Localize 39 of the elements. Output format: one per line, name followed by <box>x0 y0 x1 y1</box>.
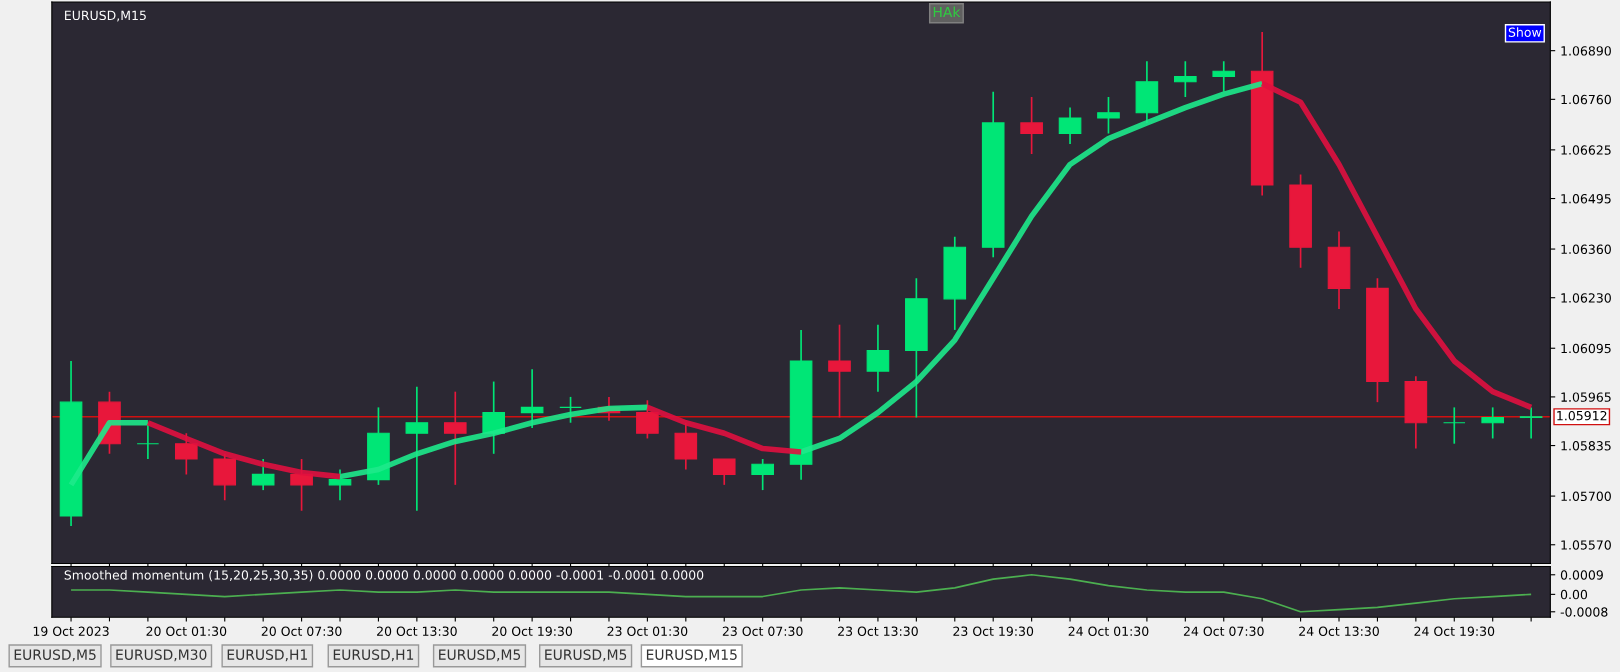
x-tick-label: 23 Oct 13:30 <box>838 626 918 636</box>
text: EURUSD,M5 <box>545 649 627 662</box>
y-tick-label: 1.06625 <box>1561 145 1611 155</box>
y-tick-label: 1.06760 <box>1561 94 1611 105</box>
y-tick-label: 1.06890 <box>1561 46 1611 56</box>
x-tick-label: 23 Oct 19:30 <box>953 626 1034 636</box>
x-tick-label: 20 Oct 07:30 <box>261 626 342 636</box>
text: EURUSD,H1 <box>333 649 414 662</box>
x-tick-label: 23 Oct 01:30 <box>607 626 688 636</box>
y-tick-label: 1.06230 <box>1561 293 1611 303</box>
y-tick-label: 1.05835 <box>1561 441 1611 451</box>
y-tick-label: -0.0008 <box>1560 607 1608 617</box>
x-tick-label: 20 Oct 01:30 <box>146 626 227 636</box>
x-tick-label: 20 Oct 19:30 <box>492 626 573 636</box>
x-tick-label: 24 Oct 19:30 <box>1414 626 1495 636</box>
annotation: HAk <box>933 6 961 18</box>
text: EURUSD,M5 <box>14 649 96 662</box>
annotation: Show <box>1508 27 1542 37</box>
y-tick-label: 1.06360 <box>1561 244 1611 254</box>
x-tick-label: 19 Oct 2023 <box>33 626 109 636</box>
y-tick-label: 1.06495 <box>1561 194 1611 204</box>
x-tick-label: 24 Oct 13:30 <box>1299 626 1379 636</box>
x-tick-label: 23 Oct 07:30 <box>722 626 803 636</box>
y-tick-label: 1.05700 <box>1561 491 1611 502</box>
y-tick-label: 0.00 <box>1560 589 1588 600</box>
ref-line-label: 1.05912 <box>1557 410 1607 421</box>
y-tick-label: 1.05570 <box>1561 540 1611 550</box>
y-tick-label: 0.0009 <box>1560 570 1603 580</box>
y-tick-label: 1.05965 <box>1561 392 1611 402</box>
text: EURUSD,M15 <box>65 10 146 22</box>
text: EURUSD,M5 <box>439 649 521 662</box>
chart-title: Smoothed momentum (15,20,25,30,35) 0.0000 0.0000 0.0000 0.0000 0.0000 -0.0001 -0.0001 0.0000 <box>64 570 704 582</box>
text: EURUSD,H1 <box>227 649 307 662</box>
text: EURUSD,M30 <box>116 649 207 662</box>
x-tick-label: 20 Oct 13:30 <box>377 626 457 636</box>
y-tick-label: 1.06095 <box>1561 343 1611 354</box>
x-tick-label: 24 Oct 07:30 <box>1183 626 1264 636</box>
x-tick-label: 24 Oct 01:30 <box>1068 626 1149 636</box>
text: EURUSD,M15 <box>646 649 737 662</box>
